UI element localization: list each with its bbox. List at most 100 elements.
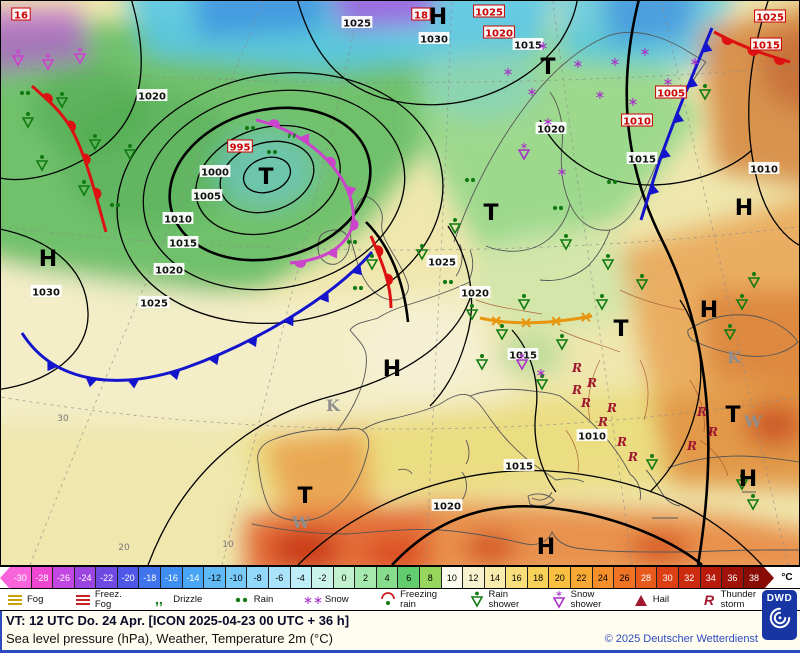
- front-marker: [47, 360, 58, 372]
- wx-rs: [35, 155, 49, 172]
- scale-cell: 30: [656, 567, 678, 588]
- wx-rs: [559, 234, 573, 251]
- freez_fog-icon: [75, 594, 90, 605]
- scale-cell: -30: [10, 567, 31, 588]
- wx-sn: ∗: [640, 45, 651, 60]
- legend-label: Freez. Fog: [94, 588, 122, 610]
- legend-item-freez_fog: Freez. Fog: [73, 588, 122, 610]
- cold-front: [639, 27, 714, 221]
- svg-text:1025: 1025: [140, 299, 168, 310]
- wx-th: R: [616, 435, 627, 449]
- legend-label: Snow shower: [570, 588, 602, 610]
- front-marker: [283, 315, 294, 327]
- front-marker: [327, 247, 338, 259]
- svg-text:R: R: [686, 439, 697, 453]
- wx-rs: [475, 354, 489, 371]
- wx-rs: [645, 454, 659, 471]
- rain-icon: [235, 597, 247, 602]
- svg-text:R: R: [704, 592, 715, 608]
- legend-item-freezing_rain: Freezing rain: [378, 589, 437, 610]
- front-marker: [127, 378, 140, 389]
- scale-cell: -24: [73, 567, 96, 588]
- scale-cell: -18: [138, 567, 161, 588]
- pressure-center-T: T: [483, 201, 498, 226]
- legend-label: Rain shower: [488, 588, 520, 610]
- isobar: [116, 71, 444, 325]
- front-marker: [351, 264, 363, 276]
- wx-ss: ∗: [41, 51, 55, 71]
- svg-text:1015: 1015: [752, 41, 780, 52]
- isobar-label: 1020: [153, 263, 185, 277]
- isobar: [649, 299, 702, 493]
- wx-sn: ∗: [595, 88, 606, 103]
- legend-item-hail: Hail: [631, 590, 669, 610]
- isobar: [168, 106, 372, 262]
- wx-rs: [415, 244, 429, 261]
- pressure-center-T: T: [258, 165, 273, 190]
- map-description: Sea level pressure (hPa), Weather, Tempe…: [6, 631, 333, 646]
- isobar-label: 1020: [535, 122, 567, 136]
- graticule-line: [0, 226, 800, 251]
- scale-cell: -4: [289, 567, 312, 588]
- pressure-center-T: T: [613, 317, 628, 342]
- front-marker: [701, 41, 713, 53]
- svg-text:R: R: [580, 396, 591, 410]
- scale-cell: 22: [570, 567, 592, 588]
- graticule-line: [425, 0, 453, 566]
- scale-cell: 36: [721, 567, 743, 588]
- wx-th: R: [580, 396, 591, 410]
- svg-text:∗: ∗: [44, 51, 52, 62]
- svg-text:∗: ∗: [663, 75, 674, 90]
- svg-text:1010: 1010: [164, 215, 192, 226]
- scale-cell: 6: [397, 567, 419, 588]
- scale-cell: 26: [613, 567, 635, 588]
- svg-text:R: R: [616, 435, 627, 449]
- wx-sn: ∗: [543, 115, 554, 130]
- graticule-line: [660, 0, 789, 566]
- front-marker: [773, 57, 786, 66]
- scale-cell: 10: [440, 567, 463, 588]
- svg-text:∗: ∗: [557, 165, 568, 180]
- scale-cell: -20: [116, 567, 139, 588]
- coastlines: [251, 32, 800, 553]
- scale-cell: 32: [677, 567, 700, 588]
- svg-text:1020: 1020: [461, 289, 489, 300]
- wx-sn: ∗: [536, 366, 547, 381]
- front-marker: [687, 76, 698, 89]
- wx-rn: [244, 125, 256, 131]
- legend-label: Rain: [253, 593, 274, 605]
- svg-text:,,: ,,: [155, 591, 163, 607]
- svg-text:1000: 1000: [201, 168, 229, 179]
- scale-cell: 18: [526, 567, 549, 588]
- scale-arrow-right-icon: [764, 567, 774, 589]
- wx-rs: [601, 254, 615, 271]
- dwd-swirl-icon: [769, 607, 790, 629]
- isobar-label: 1010: [162, 212, 194, 226]
- wx-rn: [552, 205, 564, 211]
- wx-sn: ∗: [663, 75, 674, 90]
- wx-rs: [55, 92, 69, 109]
- svg-text:∗: ∗: [14, 47, 22, 58]
- wx-sn: ∗: [690, 55, 701, 70]
- front-marker: [325, 156, 336, 168]
- edge-pressure-label: 1015: [750, 37, 782, 52]
- svg-text:∗: ∗: [76, 45, 84, 56]
- wx-th: R: [606, 401, 617, 415]
- svg-text:1015: 1015: [514, 41, 542, 52]
- svg-text:∗: ∗: [518, 351, 526, 362]
- wx-ss: ∗: [73, 45, 87, 65]
- bottom-strip: -30 -28 -26 -24 -22 -20 -18 -16 -14 -12 -10 -8 -6 -4-…: [0, 566, 800, 653]
- wx-sn: ∗: [503, 65, 514, 80]
- svg-text:∗: ∗: [520, 141, 528, 152]
- isobar: [142, 89, 406, 291]
- country-borders: [475, 289, 729, 477]
- svg-text:R: R: [627, 450, 638, 464]
- pressure-center-T: T: [297, 484, 312, 509]
- front-marker: [93, 187, 102, 200]
- wx-rs: [735, 474, 749, 491]
- wx-rn: [442, 279, 454, 285]
- isobar-label: 1030: [30, 285, 62, 299]
- legend-item-thunder: R Thunder storm: [699, 589, 756, 610]
- scale-cell: -6: [267, 567, 290, 588]
